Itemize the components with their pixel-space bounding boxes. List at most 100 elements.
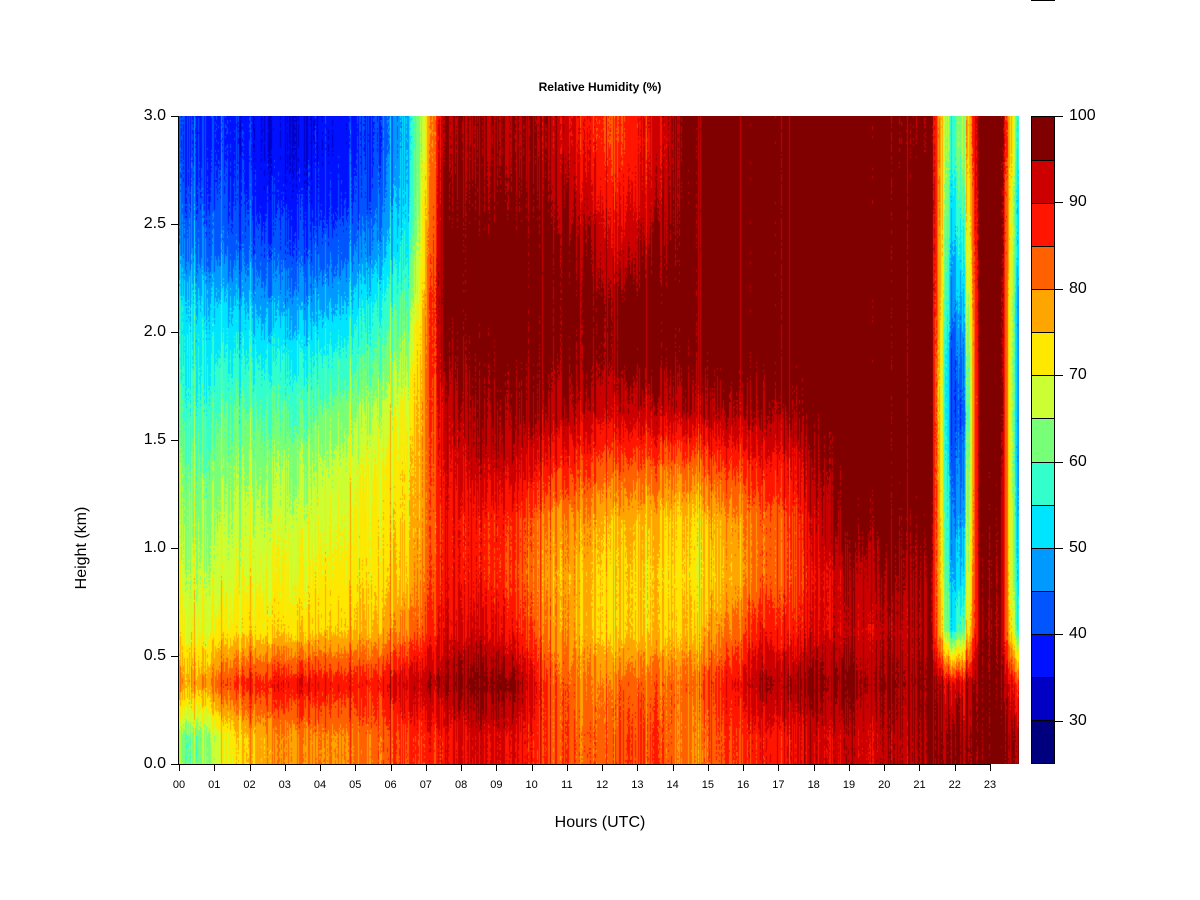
y-tick (171, 548, 178, 549)
colorbar-tick (1055, 375, 1063, 377)
x-axis-line (178, 764, 990, 765)
colorbar-tick-label: 70 (1069, 366, 1087, 384)
colorbar-tick-label: 90 (1069, 193, 1087, 211)
colorbar-bin (1032, 375, 1054, 419)
colorbar-bin (1032, 461, 1054, 505)
y-tick-label: 2.0 (143, 323, 166, 340)
x-tick (461, 764, 463, 771)
colorbar-tick-label: 80 (1069, 279, 1087, 297)
colorbar-tick (1055, 548, 1063, 549)
x-tick (566, 764, 568, 771)
x-tick (425, 764, 427, 771)
x-tick-label: 00 (172, 779, 186, 791)
x-tick (602, 764, 604, 771)
x-tick-label: 12 (596, 779, 609, 791)
y-tick (171, 440, 178, 441)
colorbar (1031, 116, 1055, 764)
x-tick-label: 18 (807, 779, 820, 791)
x-tick-label: 19 (842, 779, 856, 791)
y-axis-line (178, 116, 179, 765)
x-tick (531, 764, 533, 771)
x-tick-label: 06 (384, 779, 397, 791)
x-tick (743, 764, 745, 771)
x-tick (214, 764, 216, 771)
colorbar-tick-label: 40 (1069, 625, 1087, 643)
colorbar-bin (1032, 504, 1054, 548)
y-tick (171, 116, 178, 117)
colorbar-bin (1032, 332, 1054, 376)
x-tick-label: 09 (490, 779, 503, 791)
colorbar-bin (1032, 203, 1054, 247)
y-tick (171, 332, 178, 333)
colorbar-bin (1032, 246, 1054, 290)
x-tick (320, 764, 322, 771)
y-tick (171, 764, 178, 765)
y-tick (171, 656, 178, 657)
y-tick-label: 2.5 (143, 215, 166, 232)
y-tick-label: 0.0 (143, 755, 166, 772)
colorbar-bin (1032, 633, 1054, 677)
x-tick-label: 11 (561, 779, 573, 791)
x-tick (848, 764, 850, 771)
humidity-heatmap (179, 116, 1019, 764)
x-tick-label: 13 (631, 779, 644, 791)
colorbar-tick (1055, 461, 1063, 463)
colorbar-bin (1032, 289, 1054, 333)
x-tick (778, 764, 780, 771)
x-tick-label: 04 (313, 779, 327, 791)
colorbar-bin (1032, 418, 1054, 462)
y-tick-label: 0.5 (143, 647, 166, 664)
colorbar-tick (1055, 116, 1063, 117)
colorbar-bin (1032, 590, 1054, 634)
colorbar-bin (1032, 547, 1054, 591)
colorbar-tick (1055, 720, 1063, 722)
x-tick-label: 05 (349, 779, 362, 791)
x-tick-label: 07 (419, 779, 432, 791)
x-tick (672, 764, 674, 771)
colorbar-tick (1055, 202, 1063, 204)
x-tick-label: 21 (913, 779, 926, 791)
y-tick-label: 1.0 (143, 539, 166, 556)
x-tick (919, 764, 921, 771)
colorbar-tick-label: 60 (1069, 452, 1087, 470)
x-tick (813, 764, 815, 771)
x-tick-label: 15 (701, 779, 715, 791)
colorbar-tick-label: 30 (1069, 711, 1087, 729)
colorbar-bin (1032, 719, 1054, 763)
x-tick (390, 764, 392, 771)
x-tick (637, 764, 639, 771)
x-axis-label: Hours (UTC) (554, 814, 646, 831)
x-tick (990, 764, 991, 771)
x-tick-label: 08 (454, 779, 468, 791)
x-tick (707, 764, 709, 771)
colorbar-bin (1032, 160, 1054, 204)
y-tick (171, 224, 178, 225)
x-tick (249, 764, 251, 771)
x-tick-label: 17 (772, 779, 785, 791)
y-axis-label: Height (km) (73, 506, 90, 590)
x-tick (284, 764, 286, 771)
colorbar-tick-label: 50 (1069, 539, 1087, 556)
x-tick (496, 764, 498, 771)
x-tick-label: 22 (948, 779, 961, 791)
x-tick-label: 01 (208, 779, 221, 791)
x-tick (355, 764, 357, 771)
x-tick-label: 20 (878, 779, 891, 791)
colorbar-tick-label: 100 (1069, 107, 1096, 124)
colorbar-tick (1055, 634, 1063, 636)
x-tick (884, 764, 886, 771)
y-tick-label: 1.5 (143, 431, 166, 448)
x-tick-label: 16 (737, 779, 750, 791)
x-tick-label: 10 (525, 779, 538, 791)
colorbar-bin (1032, 117, 1054, 161)
chart-title: Relative Humidity (%) (538, 80, 662, 94)
x-tick-label: 23 (983, 779, 997, 791)
x-tick-label: 02 (243, 779, 256, 791)
x-tick-label: 14 (666, 779, 679, 791)
colorbar-bin (1032, 676, 1054, 720)
corner-mark (1031, 0, 1055, 1)
colorbar-tick (1055, 288, 1063, 290)
x-tick-label: 03 (278, 779, 291, 791)
x-tick (179, 764, 180, 771)
y-tick-label: 3.0 (143, 107, 166, 124)
